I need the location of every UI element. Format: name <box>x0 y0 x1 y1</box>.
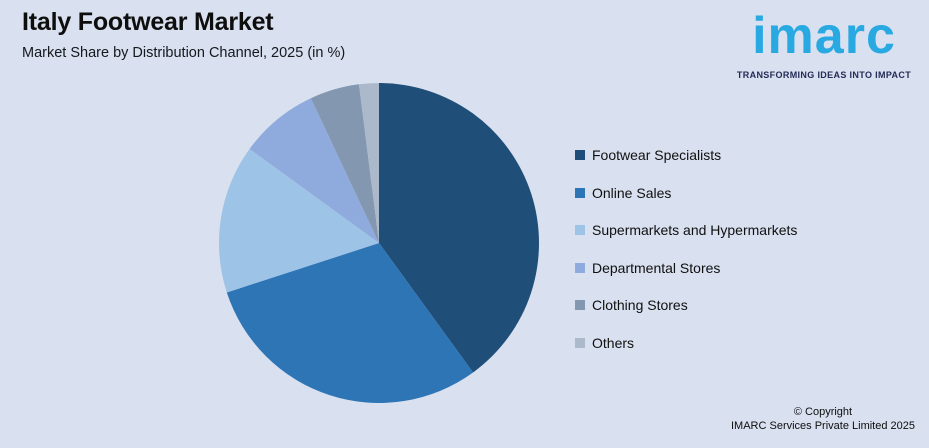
legend-swatch-icon <box>575 187 585 198</box>
legend-swatch-icon <box>575 150 585 160</box>
pie-slice-others <box>358 83 379 243</box>
legend-swatch-icon <box>575 300 585 310</box>
imarc-wordmark-icon: imarc <box>752 7 896 65</box>
legend-item-footwear-specialists: Footwear Specialists <box>575 147 797 163</box>
legend-label: Supermarkets and Hypermarkets <box>592 222 798 238</box>
legend-label: Online Sales <box>592 184 672 201</box>
pie-slice-supermarkets-and-hypermarkets <box>218 148 379 293</box>
legend: Footwear Specialists Online Sales Supermar… <box>575 147 798 351</box>
legend-swatch-icon <box>575 262 585 273</box>
page-subtitle: Market Share by Distribution Channel, 20… <box>22 45 346 61</box>
pie-slice-departmental-stores <box>249 98 379 243</box>
copyright-line2: IMARC Services Private Limited 2025 <box>730 420 915 432</box>
pie-slice-clothing-stores <box>310 84 379 243</box>
pie-slice-footwear-specialists <box>379 83 540 373</box>
chart-header: Italy Footwear Market Market Share by Di… <box>22 8 345 61</box>
legend-item-supermarkets-and-hypermarkets: Supermarkets and Hypermarkets <box>575 222 798 238</box>
page-title: Italy Footwear Market <box>22 8 274 36</box>
legend-item-online-sales: Online Sales <box>575 184 797 201</box>
legend-label: Departmental Stores <box>592 259 721 276</box>
legend-item-others: Others <box>575 334 797 351</box>
legend-swatch-icon <box>575 225 585 235</box>
copyright-notice: © Copyright IMARC Services Private Limit… <box>731 405 915 433</box>
copyright-line1: © Copyright <box>793 406 853 418</box>
imarc-tagline: TRANSFORMING IDEAS INTO IMPACT <box>736 70 912 80</box>
pie-slice-online-sales <box>226 243 474 404</box>
legend-label: Others <box>592 334 635 351</box>
legend-label: Clothing Stores <box>592 297 688 313</box>
legend-swatch-icon <box>575 337 585 348</box>
imarc-logo: imarc TRANSFORMING IDEAS INTO IMPACT <box>729 0 919 80</box>
legend-item-clothing-stores: Clothing Stores <box>575 297 797 313</box>
legend-item-departmental-stores: Departmental Stores <box>575 259 797 276</box>
legend-label: Footwear Specialists <box>592 147 722 163</box>
